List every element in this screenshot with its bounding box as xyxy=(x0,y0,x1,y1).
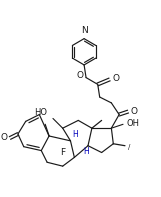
Text: HO: HO xyxy=(34,108,47,117)
Text: H: H xyxy=(83,147,89,156)
Text: O: O xyxy=(131,107,138,116)
Text: O: O xyxy=(112,74,119,83)
Text: O: O xyxy=(0,133,7,142)
Text: F: F xyxy=(60,148,65,157)
Text: N: N xyxy=(81,26,87,35)
Text: H: H xyxy=(72,130,78,138)
Text: /: / xyxy=(128,144,130,150)
Text: O: O xyxy=(76,71,83,80)
Text: OH: OH xyxy=(127,119,140,128)
